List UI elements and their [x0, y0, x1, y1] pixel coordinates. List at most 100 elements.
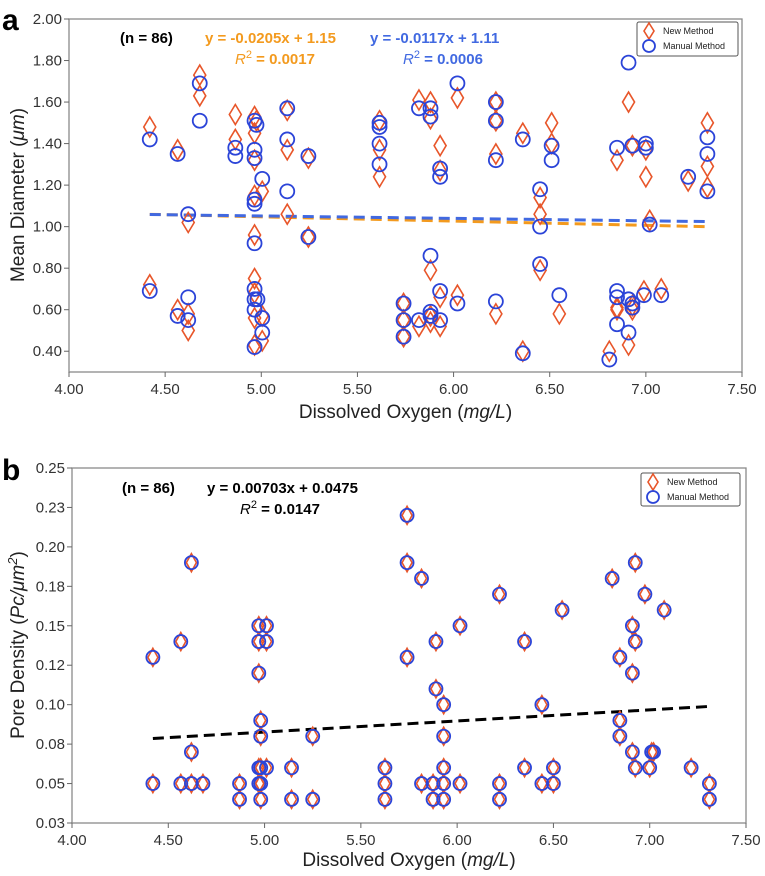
data-point-circle	[254, 324, 271, 341]
data-point-circle	[624, 299, 641, 316]
data-point-circle	[492, 791, 507, 807]
data-point-circle	[436, 791, 452, 807]
data-point-circle	[612, 649, 628, 665]
series-manual-method	[145, 507, 717, 807]
data-point-diamond	[454, 615, 466, 637]
paren: )	[8, 551, 29, 557]
data-point-circle	[422, 100, 439, 117]
data-point-circle	[246, 195, 263, 212]
y-tick-label: 0.15	[36, 618, 65, 635]
legend-box	[640, 472, 741, 507]
data-point-diamond	[412, 314, 426, 338]
data-point-circle	[487, 112, 504, 129]
data-point-circle	[259, 634, 274, 649]
x-axis-label: Dissolved Oxygen (mg/L)	[302, 850, 515, 871]
data-point-diamond	[170, 298, 185, 322]
y-tick-label: 0.03	[36, 815, 65, 832]
data-point-diamond	[533, 258, 548, 282]
data-point-diamond	[430, 678, 442, 700]
data-point-circle	[183, 776, 199, 791]
data-point-circle	[699, 129, 716, 146]
y-tick-label: 1.20	[33, 177, 62, 194]
data-point-circle	[305, 728, 321, 744]
data-point-circle	[609, 283, 625, 299]
data-point-circle	[612, 728, 628, 744]
data-point-circle	[637, 139, 654, 156]
data-point-diamond	[700, 175, 715, 199]
data-point-diamond	[401, 504, 413, 526]
data-point-circle	[425, 791, 441, 807]
data-point-circle	[300, 229, 317, 245]
data-point-circle	[246, 141, 263, 158]
y-tick-label: 0.05	[36, 776, 65, 793]
data-point-diamond	[437, 694, 450, 716]
data-point-diamond	[629, 630, 642, 653]
data-point-circle	[517, 634, 532, 649]
data-point-circle	[624, 744, 640, 760]
data-point-diamond	[518, 630, 531, 653]
data-point-circle	[680, 168, 697, 185]
data-point-circle	[492, 586, 507, 602]
data-point-circle	[195, 776, 211, 791]
data-point-circle	[253, 776, 269, 791]
data-point-circle	[432, 283, 449, 299]
data-point-circle	[683, 760, 699, 776]
data-point-circle	[609, 139, 625, 156]
data-point-circle	[284, 760, 299, 776]
data-point-diamond	[685, 757, 698, 779]
data-point-circle	[251, 665, 267, 681]
paren: (	[8, 140, 29, 152]
data-point-diamond	[372, 165, 387, 189]
data-point-circle	[554, 602, 570, 618]
data-point-circle	[487, 293, 504, 310]
data-point-circle	[395, 328, 412, 345]
data-point-diamond	[228, 127, 243, 151]
data-point-diamond	[233, 788, 246, 810]
data-point-diamond	[450, 283, 465, 307]
y-tick-label: 0.40	[33, 343, 62, 360]
x-tick-label: 4.00	[54, 381, 83, 398]
legend-label: New Method	[663, 26, 714, 36]
data-point-circle	[251, 618, 267, 634]
x-tick-label: 7.00	[635, 832, 664, 849]
data-point-circle	[246, 281, 263, 297]
paren: (	[452, 402, 464, 423]
data-point-circle	[414, 776, 429, 791]
data-point-diamond	[181, 302, 196, 326]
data-point-diamond	[415, 567, 428, 590]
series-new-method	[146, 504, 716, 810]
data-point-circle	[145, 649, 161, 665]
data-point-circle	[436, 760, 452, 776]
data-point-circle	[259, 760, 274, 776]
data-point-diamond	[379, 788, 391, 810]
data-point-diamond	[285, 788, 298, 810]
data-point-circle	[699, 146, 716, 162]
data-point-circle	[449, 295, 466, 312]
fit-line-0	[149, 212, 708, 229]
data-point-circle	[259, 618, 274, 634]
data-point-diamond	[174, 772, 187, 795]
paren: (	[8, 618, 29, 630]
data-point-circle	[637, 135, 654, 152]
data-point-circle	[612, 713, 628, 728]
data-point-circle	[248, 117, 265, 133]
data-point-circle	[425, 776, 441, 791]
data-point-circle	[377, 776, 393, 791]
legend-label: Manual Method	[667, 492, 729, 502]
data-point-circle	[253, 760, 269, 776]
data-point-circle	[699, 183, 716, 200]
r2-sup: 2	[246, 49, 252, 61]
data-point-circle	[246, 191, 263, 208]
data-point-diamond	[430, 630, 442, 653]
x-tick-label: 7.50	[731, 832, 760, 849]
data-point-diamond	[301, 225, 316, 249]
data-point-circle	[399, 555, 415, 571]
data-point-diamond	[401, 552, 413, 574]
data-point-circle	[253, 791, 269, 807]
data-point-diamond	[254, 725, 267, 747]
data-point-circle	[371, 135, 388, 152]
data-point-circle	[532, 218, 548, 235]
data-point-diamond	[185, 741, 198, 763]
data-point-diamond	[610, 148, 624, 172]
data-point-circle	[534, 697, 550, 713]
